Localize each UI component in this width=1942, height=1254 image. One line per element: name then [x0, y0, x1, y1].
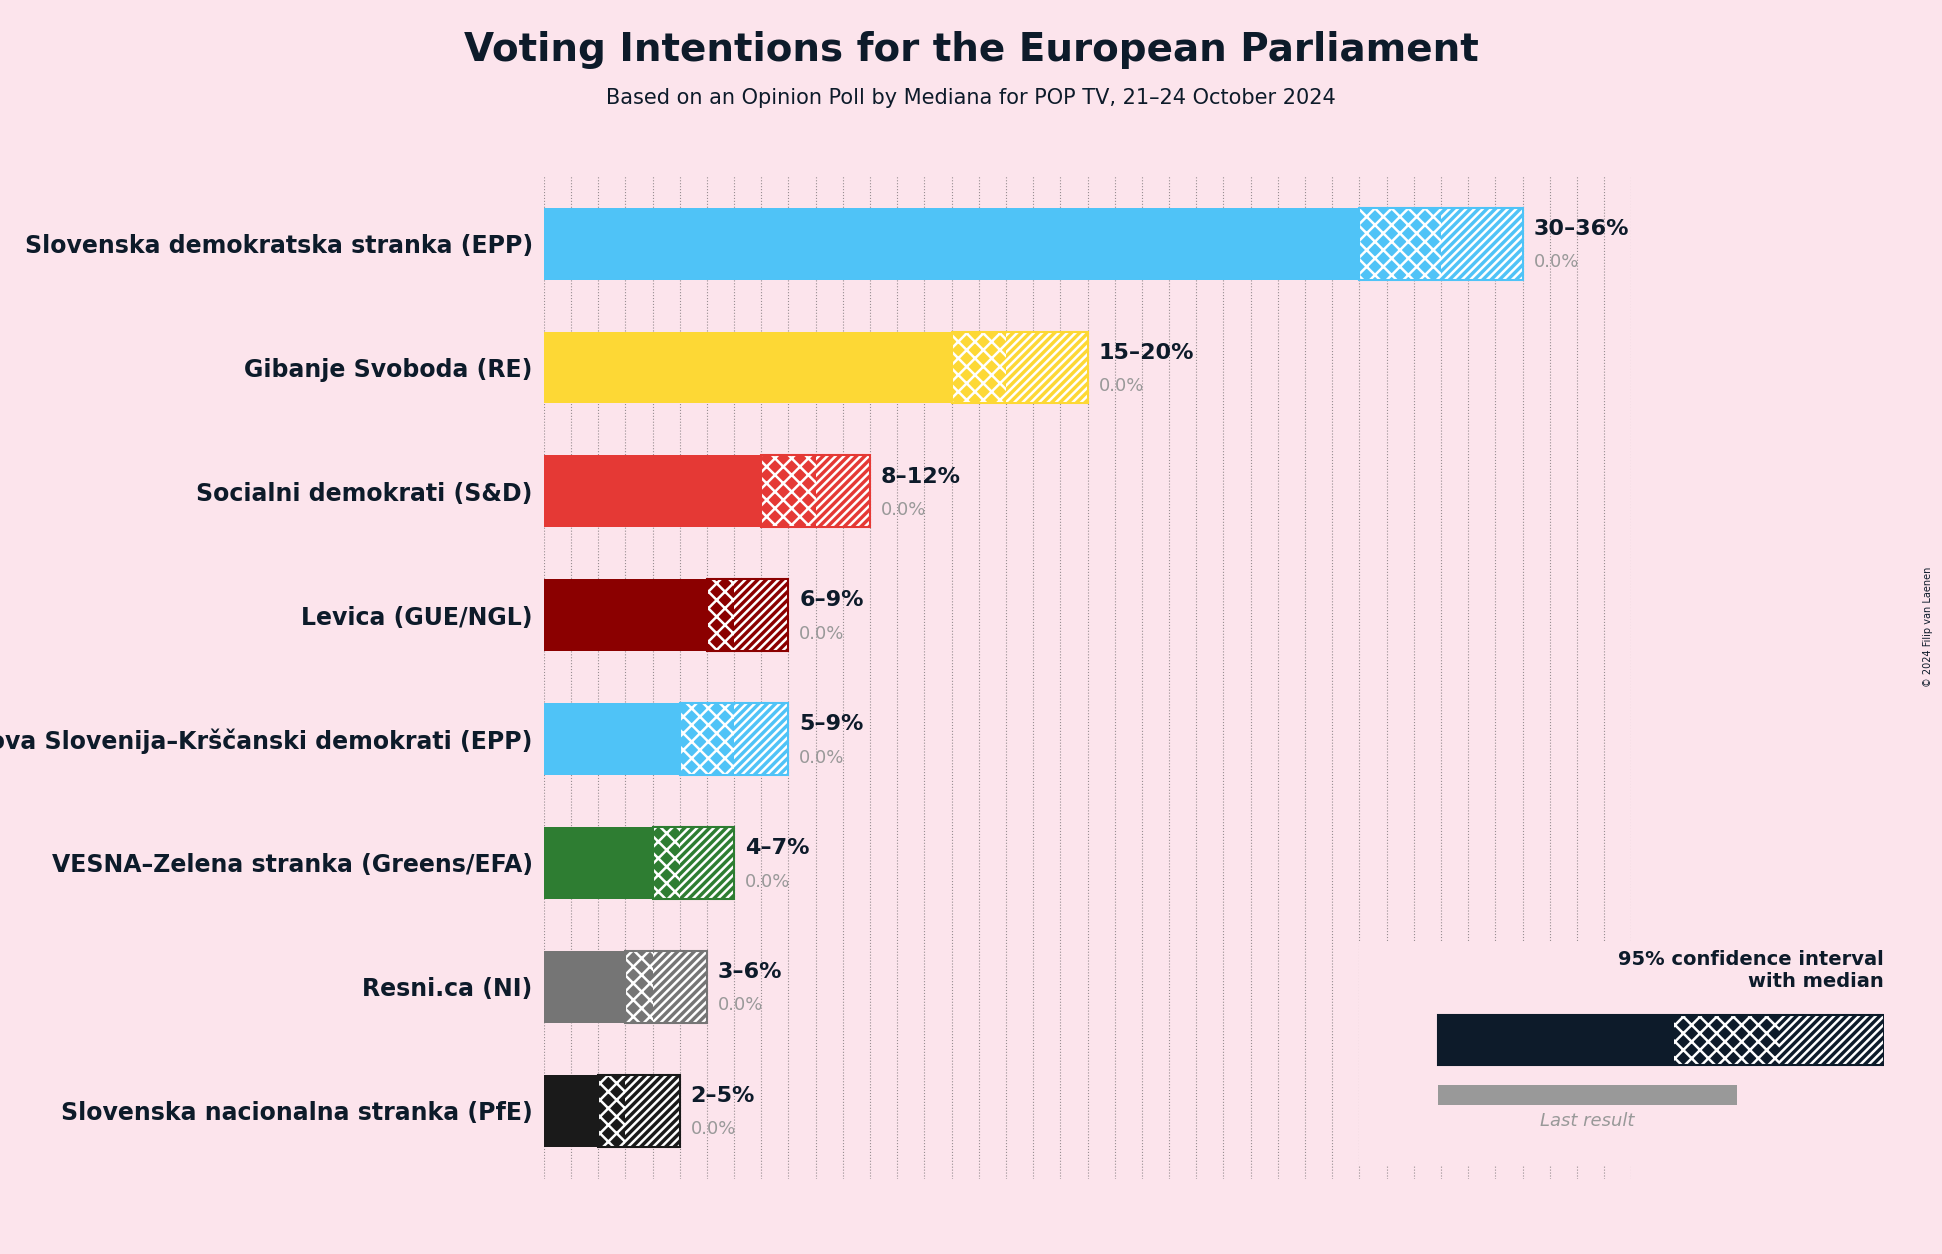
Bar [680, 703, 734, 775]
Bar [1437, 1085, 1736, 1105]
Text: 0.0%: 0.0% [800, 624, 845, 643]
Text: 0.0%: 0.0% [1534, 253, 1579, 271]
Bar [625, 1075, 680, 1146]
Text: Based on an Opinion Poll by Mediana for POP TV, 21–24 October 2024: Based on an Opinion Poll by Mediana for … [606, 88, 1336, 108]
Bar [734, 579, 788, 651]
Text: © 2024 Filip van Laenen: © 2024 Filip van Laenen [1923, 567, 1934, 687]
Text: 0.0%: 0.0% [882, 500, 926, 519]
Bar [1359, 208, 1523, 280]
Bar [544, 208, 1359, 280]
Text: Voting Intentions for the European Parliament: Voting Intentions for the European Parli… [464, 31, 1478, 69]
Text: 0.0%: 0.0% [691, 1120, 736, 1139]
Text: 95% confidence interval
with median: 95% confidence interval with median [1618, 949, 1884, 991]
Bar [1674, 1014, 1779, 1065]
Bar [707, 579, 734, 651]
Bar [598, 1075, 625, 1146]
Bar [544, 828, 653, 899]
Text: 5–9%: 5–9% [800, 715, 864, 735]
Bar [707, 579, 788, 651]
Bar [544, 579, 707, 651]
Bar [544, 703, 680, 775]
Bar [653, 951, 707, 1023]
Bar [680, 828, 734, 899]
Bar [952, 331, 1088, 404]
Text: 15–20%: 15–20% [1099, 342, 1194, 362]
Bar [625, 951, 653, 1023]
Text: Last result: Last result [1540, 1112, 1635, 1130]
Bar [1437, 1014, 1674, 1065]
Bar [653, 828, 680, 899]
Text: 0.0%: 0.0% [746, 873, 790, 890]
Bar [761, 455, 816, 527]
Text: 0.0%: 0.0% [719, 997, 763, 1014]
Text: 4–7%: 4–7% [746, 838, 810, 858]
Text: 0.0%: 0.0% [1099, 377, 1144, 395]
Bar [625, 951, 707, 1023]
Text: 0.0%: 0.0% [800, 749, 845, 766]
Bar [1006, 331, 1088, 404]
Bar [1441, 208, 1523, 280]
Bar [544, 951, 625, 1023]
Text: 30–36%: 30–36% [1534, 218, 1629, 238]
Bar [680, 703, 788, 775]
Bar [598, 1075, 680, 1146]
Bar [1779, 1014, 1884, 1065]
Bar [544, 1075, 598, 1146]
Bar [734, 703, 788, 775]
Text: 8–12%: 8–12% [882, 466, 961, 487]
Text: 6–9%: 6–9% [800, 591, 864, 611]
Bar [952, 331, 1006, 404]
Bar [544, 331, 952, 404]
Bar [761, 455, 870, 527]
Text: 2–5%: 2–5% [691, 1086, 755, 1106]
Bar [816, 455, 870, 527]
Bar [1437, 1014, 1884, 1065]
Bar [544, 455, 761, 527]
Bar [653, 828, 734, 899]
Bar [1359, 208, 1441, 280]
Text: 3–6%: 3–6% [719, 962, 783, 982]
